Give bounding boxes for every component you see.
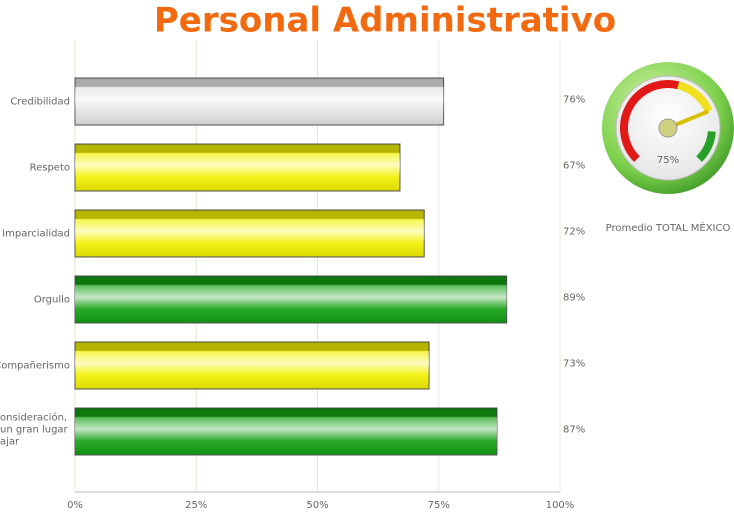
y-tick-label: Compañerismo: [0, 361, 70, 372]
value-label: 67%: [563, 161, 585, 172]
bar-shine: [75, 276, 507, 323]
bar-shine: [75, 210, 424, 257]
value-label: 76%: [563, 95, 585, 106]
value-label: 73%: [563, 359, 585, 370]
chart-title: Personal Administrativo: [154, 1, 616, 41]
y-tick-label: Credibilidad: [10, 97, 70, 108]
y-tick-label: ajar: [0, 437, 20, 448]
x-tick-label: 25%: [185, 500, 207, 511]
y-tick-label: un gran lugar: [0, 425, 69, 436]
bar-shine: [75, 408, 497, 455]
bar-shine: [75, 342, 429, 389]
y-tick-label: Orgullo: [34, 295, 70, 306]
gauge-hub: [659, 119, 677, 137]
gauge: 75%: [602, 62, 734, 194]
gauge-label: 75%: [657, 155, 679, 166]
x-tick-label: 0%: [67, 500, 83, 511]
y-tick-label: Respeto: [30, 163, 70, 174]
x-tick-label: 50%: [306, 500, 328, 511]
gauge-caption: Promedio TOTAL MÉXICO: [606, 221, 731, 234]
bar-shine: [75, 144, 400, 191]
value-label: 89%: [563, 293, 585, 304]
value-label: 72%: [563, 227, 585, 238]
y-tick-label: onsideración,: [0, 412, 67, 424]
y-tick-label: Imparcialidad: [2, 229, 70, 240]
x-tick-label: 100%: [546, 500, 575, 511]
x-tick-label: 75%: [428, 500, 450, 511]
bar-shine: [75, 78, 444, 125]
chart: Personal Administrativo 75% 0% 25% 50% 75% 1…: [0, 0, 734, 514]
value-label: 87%: [563, 425, 585, 436]
